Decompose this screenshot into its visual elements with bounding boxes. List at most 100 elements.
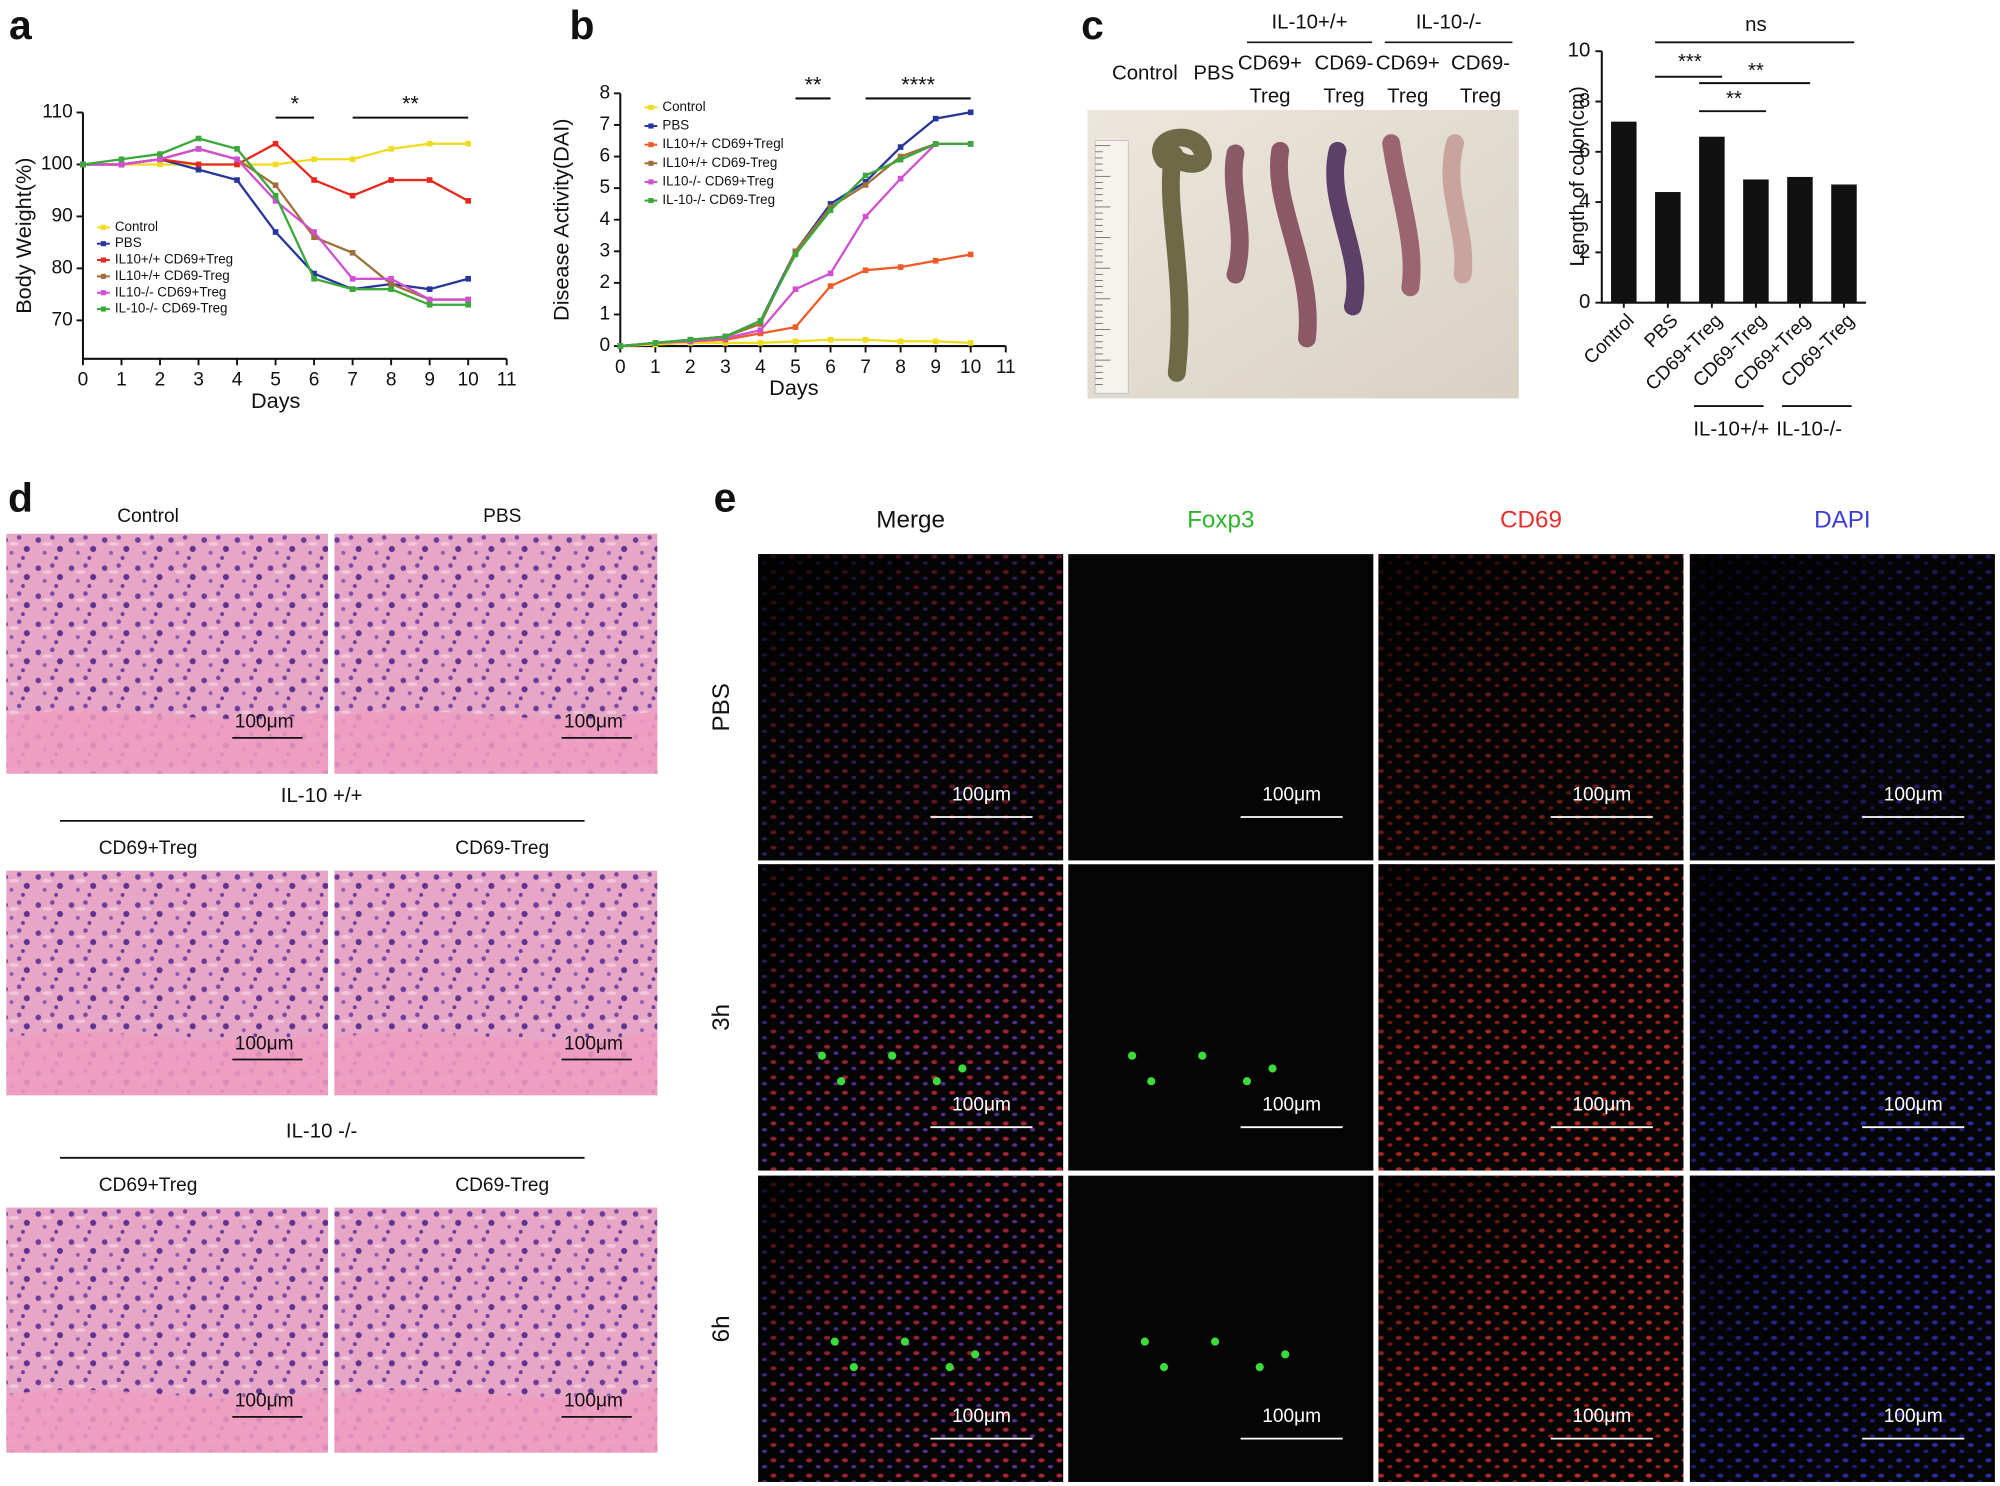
scale-label: 100μm	[564, 1033, 623, 1054]
point	[757, 317, 764, 324]
point	[617, 343, 624, 349]
point	[862, 172, 869, 179]
group-label: IL-10-/-	[1416, 12, 1482, 34]
legend-label: Control	[115, 219, 158, 234]
legend-label: IL10-/- CD69+Treg	[115, 284, 227, 299]
y-tick-label: 6	[1579, 140, 1590, 162]
point	[792, 324, 799, 330]
x-tick-label: 8	[895, 357, 906, 378]
point	[757, 327, 764, 334]
signal-fade	[758, 554, 1064, 861]
legend-marker	[648, 179, 654, 185]
foxp3-cell	[830, 1337, 839, 1346]
point	[272, 198, 279, 204]
scale-label: 100μm	[1884, 784, 1943, 805]
signal-fade	[1689, 864, 1995, 1171]
legend-label: IL-10-/- CD69-Treg	[662, 192, 775, 207]
scale-label: 100μm	[1262, 784, 1321, 805]
signal-fade	[758, 1175, 1064, 1482]
foxp3-cell	[945, 1363, 954, 1372]
row-label: 3h	[708, 1004, 735, 1031]
legend-marker	[100, 306, 106, 312]
point	[827, 207, 834, 214]
point	[195, 166, 202, 173]
point	[311, 156, 317, 163]
tissue-band	[6, 709, 329, 774]
y-tick-label: 1	[599, 304, 610, 325]
x-tick-label: 1	[116, 370, 127, 391]
colon	[1224, 144, 1249, 284]
point	[862, 182, 869, 188]
point	[426, 286, 433, 292]
panel-label: c	[1081, 2, 1104, 48]
point	[967, 109, 974, 116]
foxp3-cell	[1128, 1051, 1137, 1060]
y-tick-label: 3	[599, 240, 610, 261]
lane-label: CD69-	[1314, 52, 1373, 74]
point	[388, 286, 394, 292]
point	[311, 177, 317, 183]
point	[465, 296, 471, 303]
point	[652, 340, 659, 346]
point	[234, 177, 240, 183]
colon	[1270, 141, 1317, 348]
annotation: **	[1748, 60, 1764, 82]
foxp3-cell	[1268, 1064, 1277, 1073]
foxp3-cell	[1255, 1363, 1264, 1372]
y-tick-label: 10	[1568, 40, 1591, 62]
point	[897, 264, 904, 270]
x-tick-label: Control	[1580, 310, 1638, 368]
legend-label: IL10+/+ CD69-Treg	[662, 155, 777, 170]
point	[311, 229, 317, 235]
point	[234, 161, 240, 168]
colon	[1326, 141, 1365, 316]
point	[272, 182, 279, 189]
row-label: PBS	[708, 683, 735, 732]
annotation: **	[1726, 88, 1742, 110]
legend-marker	[100, 224, 106, 230]
legend-marker	[100, 290, 106, 296]
signal-fade	[1378, 1175, 1684, 1482]
x-tick-label: 3	[720, 357, 731, 378]
x-tick-label: 9	[930, 357, 941, 378]
point	[272, 161, 279, 168]
point	[967, 340, 974, 346]
scale-label: 100μm	[1572, 1406, 1631, 1427]
legend-label: Control	[662, 99, 705, 114]
point	[687, 336, 694, 343]
point	[118, 156, 125, 163]
point	[311, 275, 317, 282]
point	[349, 286, 356, 292]
legend-label: PBS	[115, 235, 142, 250]
point	[862, 213, 869, 220]
x-tick-label: 4	[232, 370, 243, 391]
tile-label: CD69-Treg	[455, 838, 549, 859]
legend-marker	[648, 160, 654, 166]
y-tick-label: 6	[599, 146, 610, 167]
bar	[1787, 176, 1813, 303]
tile-label: CD69+Treg	[99, 838, 198, 859]
foxp3-cell	[1281, 1350, 1290, 1359]
row-label: 6h	[708, 1315, 735, 1342]
foxp3-cell	[1198, 1051, 1207, 1060]
x-tick-label: 0	[78, 370, 89, 391]
scale-label: 100μm	[1572, 784, 1631, 805]
point	[311, 234, 317, 241]
ruler	[1094, 140, 1129, 394]
lane-label: CD69-	[1451, 52, 1510, 74]
foxp3-cell	[1159, 1363, 1169, 1372]
point	[388, 177, 394, 183]
point	[157, 161, 163, 168]
x-tick-label: 6	[825, 357, 836, 378]
point	[862, 336, 869, 343]
point	[465, 198, 471, 204]
legend-marker	[648, 123, 654, 129]
legend-marker	[100, 257, 106, 263]
point	[426, 140, 433, 147]
signal-fade	[1689, 1175, 1995, 1482]
point	[349, 156, 356, 163]
panel-label: e	[714, 474, 737, 520]
legend-label: IL10+/+ CD69+Treg	[115, 252, 233, 267]
bar	[1699, 136, 1725, 303]
